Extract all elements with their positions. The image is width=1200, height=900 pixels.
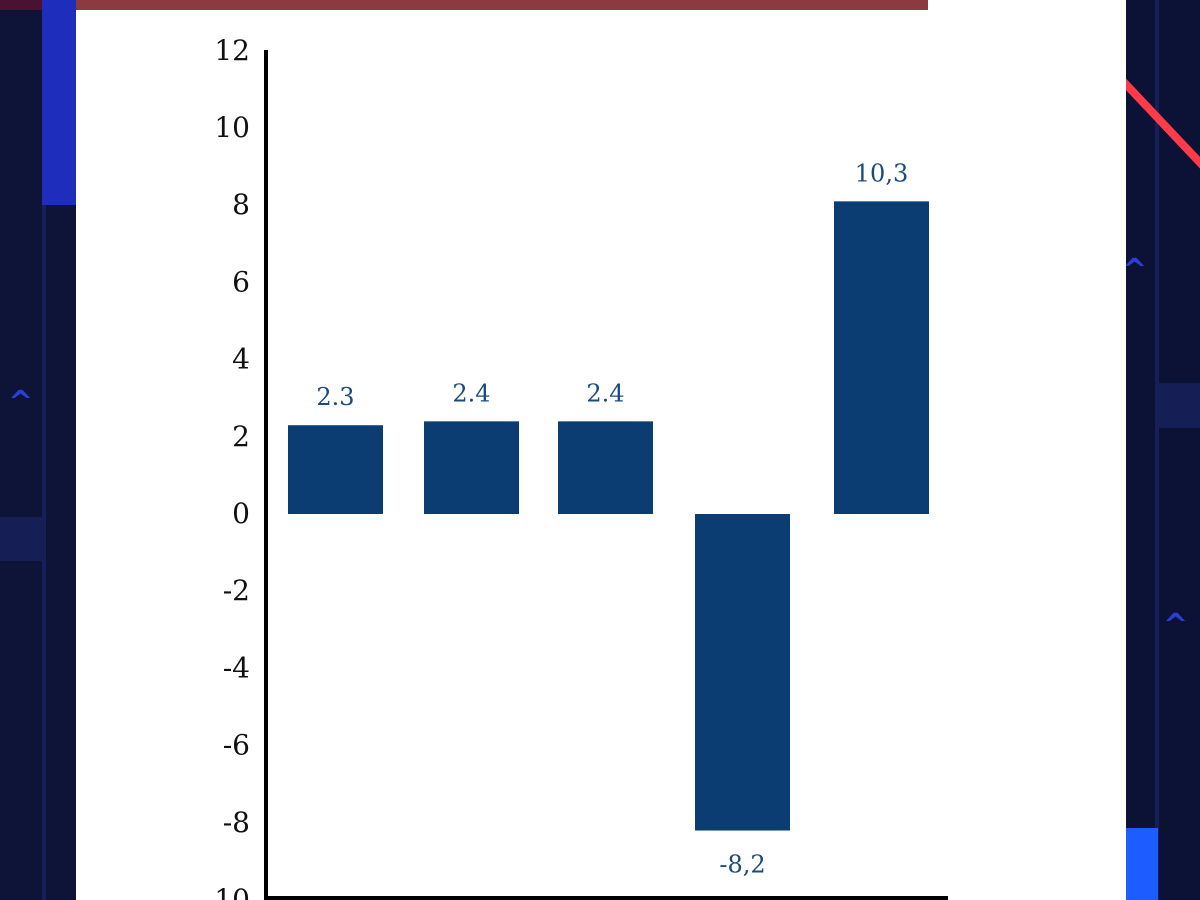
bar [424,421,519,514]
y-tick-label: 0 [232,497,250,530]
data-labels: 2.3 2.4 2.4 -8,2 10,3 [316,159,908,878]
y-tick-label: 8 [232,188,250,221]
right-scroll-track[interactable] [1155,0,1159,900]
y-tick-label: 12 [214,34,250,67]
top-banner [76,0,928,10]
y-tick-label: -4 [223,651,250,684]
left-panel-block [0,517,44,561]
bar [834,201,929,514]
y-tick-label: 2 [232,420,250,453]
y-axis-ticks: 12 10 8 6 4 2 0 -2 -4 -6 -8 -10 [205,34,250,900]
left-scroll-thumb[interactable] [42,0,76,205]
y-tick-label: -8 [223,806,250,839]
bar-value-label: 2.3 [316,383,354,411]
bar [695,514,790,831]
bar-value-label: 10,3 [855,159,908,187]
y-tick-label: 4 [232,343,250,376]
bar [288,425,383,514]
chevron-up-icon[interactable]: ^ [8,385,34,420]
right-panel-block [1155,383,1200,428]
left-top-strip [0,0,76,10]
y-tick-label: -6 [223,729,250,762]
chevron-up-icon[interactable]: ^ [1122,253,1148,288]
y-tick-label: -2 [223,574,250,607]
bar-value-label: -8,2 [719,851,765,879]
bar-value-label: 2.4 [452,379,490,407]
bars [288,201,929,831]
chevron-up-icon[interactable]: ^ [1163,608,1189,643]
bar-value-label: 2.4 [586,379,624,407]
y-tick-label: 6 [232,265,250,298]
y-tick-label: -10 [205,883,250,900]
y-tick-label: 10 [214,111,250,144]
left-scroll-track[interactable] [42,0,46,900]
red-diagonal-decoration [1117,75,1200,169]
bar [558,421,653,514]
right-accent-bar [1126,828,1158,900]
